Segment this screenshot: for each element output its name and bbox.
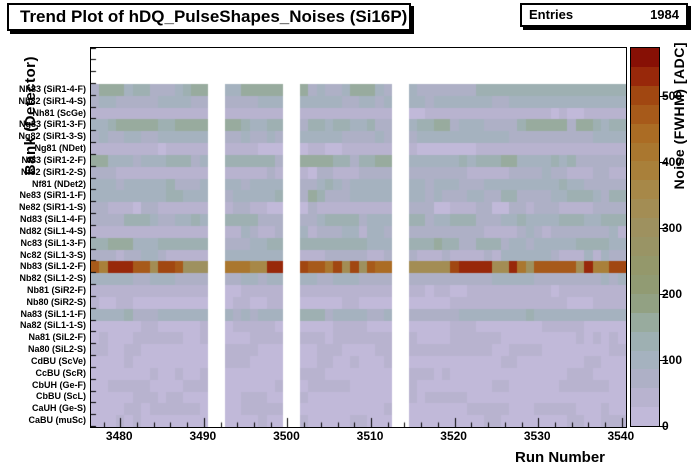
x-axis-label: 3490 [189, 429, 217, 443]
colorbar-block [631, 274, 659, 294]
y-axis-label: Nh82 (SiR1-4-S) [18, 95, 86, 106]
x-axis-label: 3510 [356, 429, 384, 443]
y-axis-label: Nb83 (SiL1-2-F) [19, 261, 86, 272]
colorbar-block [631, 142, 659, 162]
colorbar-block [631, 180, 659, 200]
z-axis-label: 400 [662, 154, 683, 169]
x-axis-label: 3480 [105, 429, 133, 443]
y-axis-label: CcBU (ScR) [35, 367, 86, 378]
colorbar [630, 47, 660, 427]
colorbar-block [631, 350, 659, 370]
y-axis-label: Nb80 (SiR2-S) [26, 296, 86, 307]
plot-frame [90, 47, 627, 428]
colorbar-block [631, 312, 659, 332]
y-axis-label: Ne82 (SiR1-1-S) [18, 202, 86, 213]
x-axis-title: Run Number [515, 449, 605, 466]
y-axis-label: Na80 (SiL2-S) [27, 344, 86, 355]
colorbar-block [631, 199, 659, 219]
colorbar-block [631, 255, 659, 275]
y-axis-label: CaBU (muSc) [28, 415, 86, 426]
x-axis-label: 3540 [607, 429, 635, 443]
y-axis-label: Nh83 (SiR1-4-F) [18, 83, 86, 94]
y-axis-label: Nf81 (NDet2) [31, 178, 86, 189]
colorbar-block [631, 407, 659, 427]
z-axis-label: 500 [662, 88, 683, 103]
y-axis-label: Nd82 (SiL1-4-S) [19, 225, 86, 236]
colorbar-block [631, 66, 659, 86]
y-axis-label: CdBU (ScVe) [30, 355, 86, 366]
plot-title: Trend Plot of hDQ_PulseShapes_Noises (Si… [20, 7, 408, 26]
colorbar-block [631, 369, 659, 389]
z-axis-label: 100 [662, 352, 683, 367]
colorbar-block [631, 48, 659, 67]
stats-box: Entries 1984 [520, 3, 688, 27]
colorbar-block [631, 237, 659, 256]
colorbar-block [631, 388, 659, 408]
y-axis-label: Nf82 (SiR1-2-S) [20, 166, 86, 177]
y-axis-label: Na81 (SiL2-F) [28, 332, 86, 343]
stats-entries-label: Entries [529, 7, 574, 22]
z-axis-tick [660, 359, 668, 361]
z-axis-tick [660, 95, 668, 97]
z-axis-label: 300 [662, 220, 683, 235]
stats-entries-value: 1984 [650, 7, 679, 22]
y-axis-label: Ne83 (SiR1-1-F) [19, 190, 86, 201]
z-axis-label: 200 [662, 286, 683, 301]
y-axis-label: Nd83 (SiL1-4-F) [19, 214, 86, 225]
y-axis-label: Na83 (SiL1-1-F) [20, 308, 86, 319]
colorbar-block [631, 123, 659, 143]
y-axis-label: Nb82 (SiL1-2-S) [19, 273, 86, 284]
x-axis-label: 3530 [523, 429, 551, 443]
y-axis-label: Nc82 (SiL1-3-S) [19, 249, 86, 260]
y-axis-label: CbBU (ScL) [36, 391, 86, 402]
plot-title-box: Trend Plot of hDQ_PulseShapes_Noises (Si… [7, 3, 411, 31]
z-axis-tick [660, 293, 668, 295]
colorbar-block [631, 293, 659, 313]
z-axis-title: Noise (FWHM) [ADC] [671, 42, 687, 190]
heatmap [91, 48, 626, 427]
z-axis-tick [660, 227, 668, 229]
y-axis-label: CbUH (Ge-F) [32, 379, 86, 390]
y-axis-label: Nb81 (SiR2-F) [26, 284, 86, 295]
y-axis-label: Nh81 (ScGe) [32, 107, 86, 118]
z-axis-label: 0 [662, 418, 669, 433]
x-axis-label: 3520 [440, 429, 467, 443]
x-axis-label: 3500 [273, 429, 300, 443]
z-axis-tick [660, 161, 668, 163]
y-axis-label: CaUH (Ge-S) [31, 403, 86, 414]
colorbar-block [631, 331, 659, 351]
z-axis-tick [660, 425, 668, 427]
y-axis-label: Nc83 (SiL1-3-F) [20, 237, 86, 248]
y-axis-label: Na82 (SiL1-1-S) [19, 320, 86, 331]
y-axis-label: Nf83 (SiR1-2-F) [21, 154, 86, 165]
colorbar-block [631, 218, 659, 238]
y-axis-label: Ng81 (NDet) [34, 143, 86, 154]
y-axis-label: Ng83 (SiR1-3-F) [18, 119, 86, 130]
colorbar-block [631, 104, 659, 124]
y-axis-label: Ng82 (SiR1-3-S) [18, 131, 86, 142]
y-axis-title: Bank (Detector) [22, 56, 39, 176]
colorbar-block [631, 161, 659, 181]
colorbar-block [631, 85, 659, 105]
